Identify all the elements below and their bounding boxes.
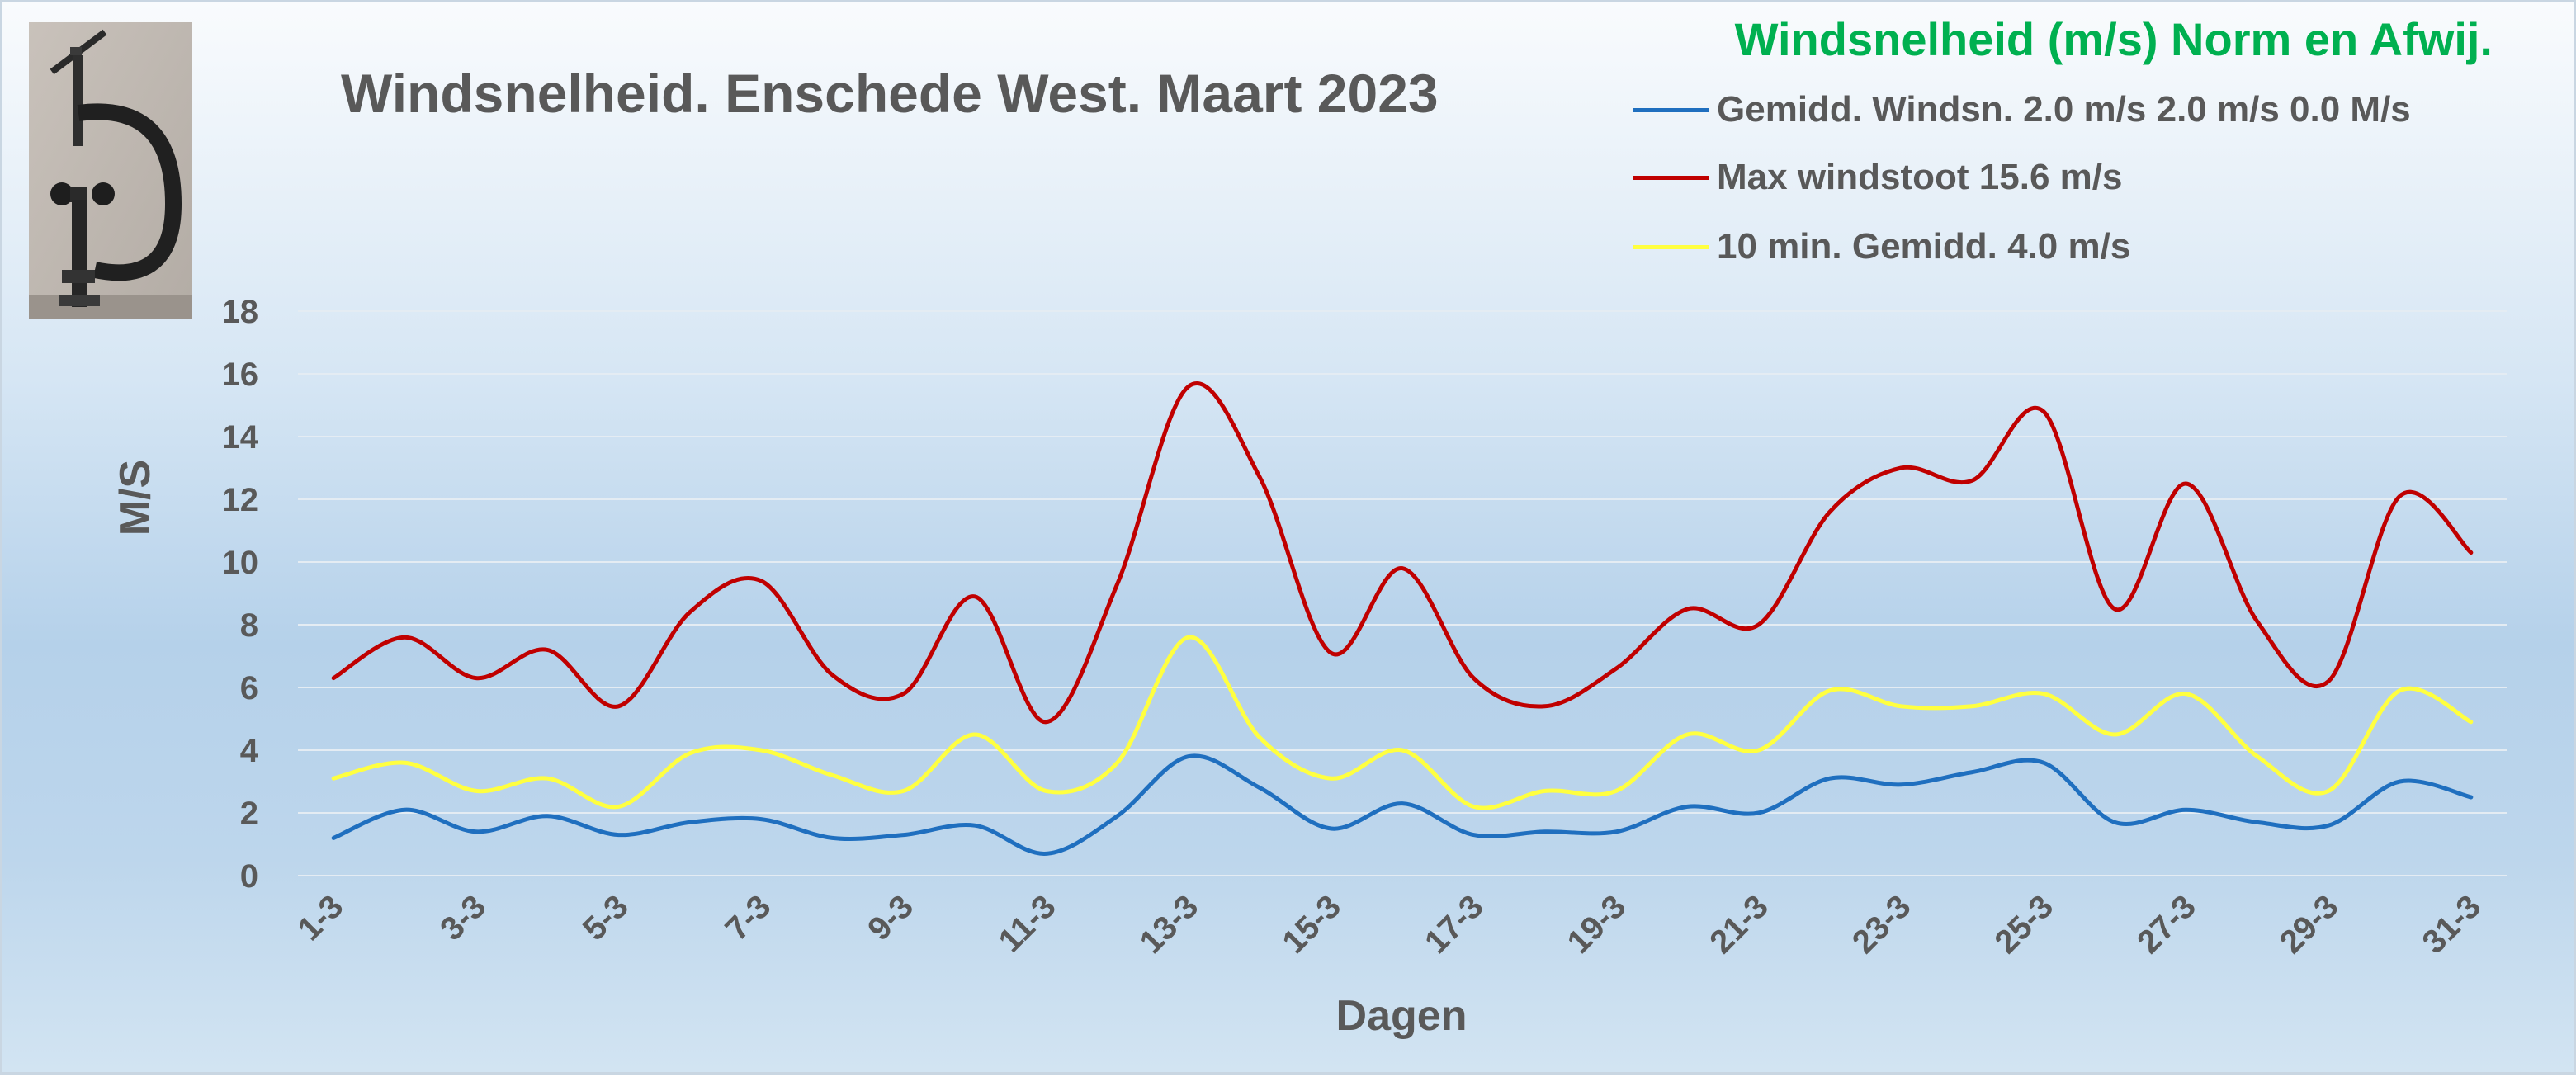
series-line-10min [331,635,2474,810]
y-tick-labels: 0 2 4 6 8 10 12 14 16 18 [222,294,259,895]
x-tick-label: 3-3 [433,888,493,947]
anemometer-image [29,22,192,319]
y-tick-label: 18 [222,294,259,330]
x-tick-label: 13-3 [1133,888,1206,961]
gridlines [298,310,2507,876]
y-axis-label: M/S [111,460,159,536]
y-tick-label: 4 [240,733,259,769]
legend-swatch-10min [1633,244,1709,249]
chart-title: Windsnelheid. Enschede West. Maart 2023 [341,63,1439,124]
legend-label-max: Max windstoot 15.6 m/s [1717,157,2123,197]
x-tick-label: 17-3 [1418,888,1491,961]
y-tick-label: 6 [240,670,258,706]
x-tick-label: 5-3 [576,888,636,947]
legend-swatch-avg [1633,107,1709,112]
series-line-avg [331,753,2474,856]
x-tick-label: 25-3 [1988,888,2061,961]
y-tick-label: 12 [222,482,259,518]
legend-item-10min: 10 min. Gemidd. 4.0 m/s [1633,222,2130,272]
y-tick-label: 0 [240,858,258,895]
x-tick-label: 19-3 [1561,888,1633,961]
x-tick-label: 1-3 [291,888,351,947]
x-tick-labels: 1-3 3-3 5-3 7-3 9-3 11-3 13-3 15-3 17-3 19-3 21-3 2… [291,888,2489,961]
series-lines [331,381,2474,856]
y-tick-label: 14 [222,419,259,456]
y-tick-label: 2 [240,796,258,832]
legend-swatch-max [1633,175,1709,180]
x-tick-label: 15-3 [1275,888,1348,961]
legend-label-10min: 10 min. Gemidd. 4.0 m/s [1717,226,2131,267]
series-line-max [331,381,2474,725]
anemometer-photo [29,22,192,319]
x-tick-label: 23-3 [1846,888,1918,961]
legend-title: Windsnelheid (m/s) Norm en Afwij. [1734,13,2493,65]
x-tick-label: 7-3 [718,888,778,947]
y-tick-label: 10 [222,545,259,581]
legend-label-avg: Gemidd. Windsn. 2.0 m/s 2.0 m/s 0.0 M/s [1717,89,2411,130]
legend-item-avg: Gemidd. Windsn. 2.0 m/s 2.0 m/s 0.0 M/s [1633,85,2411,135]
x-tick-label: 29-3 [2273,888,2346,961]
x-axis-label: Dagen [1336,992,1468,1040]
y-tick-label: 16 [222,357,259,393]
x-tick-label: 11-3 [992,888,1063,959]
legend-item-max: Max windstoot 15.6 m/s [1633,153,2122,202]
x-tick-label: 9-3 [861,888,920,947]
x-tick-label: 31-3 [2415,888,2488,961]
x-tick-label: 27-3 [2130,888,2203,961]
x-tick-label: 21-3 [1703,888,1775,961]
y-tick-label: 8 [240,607,258,644]
